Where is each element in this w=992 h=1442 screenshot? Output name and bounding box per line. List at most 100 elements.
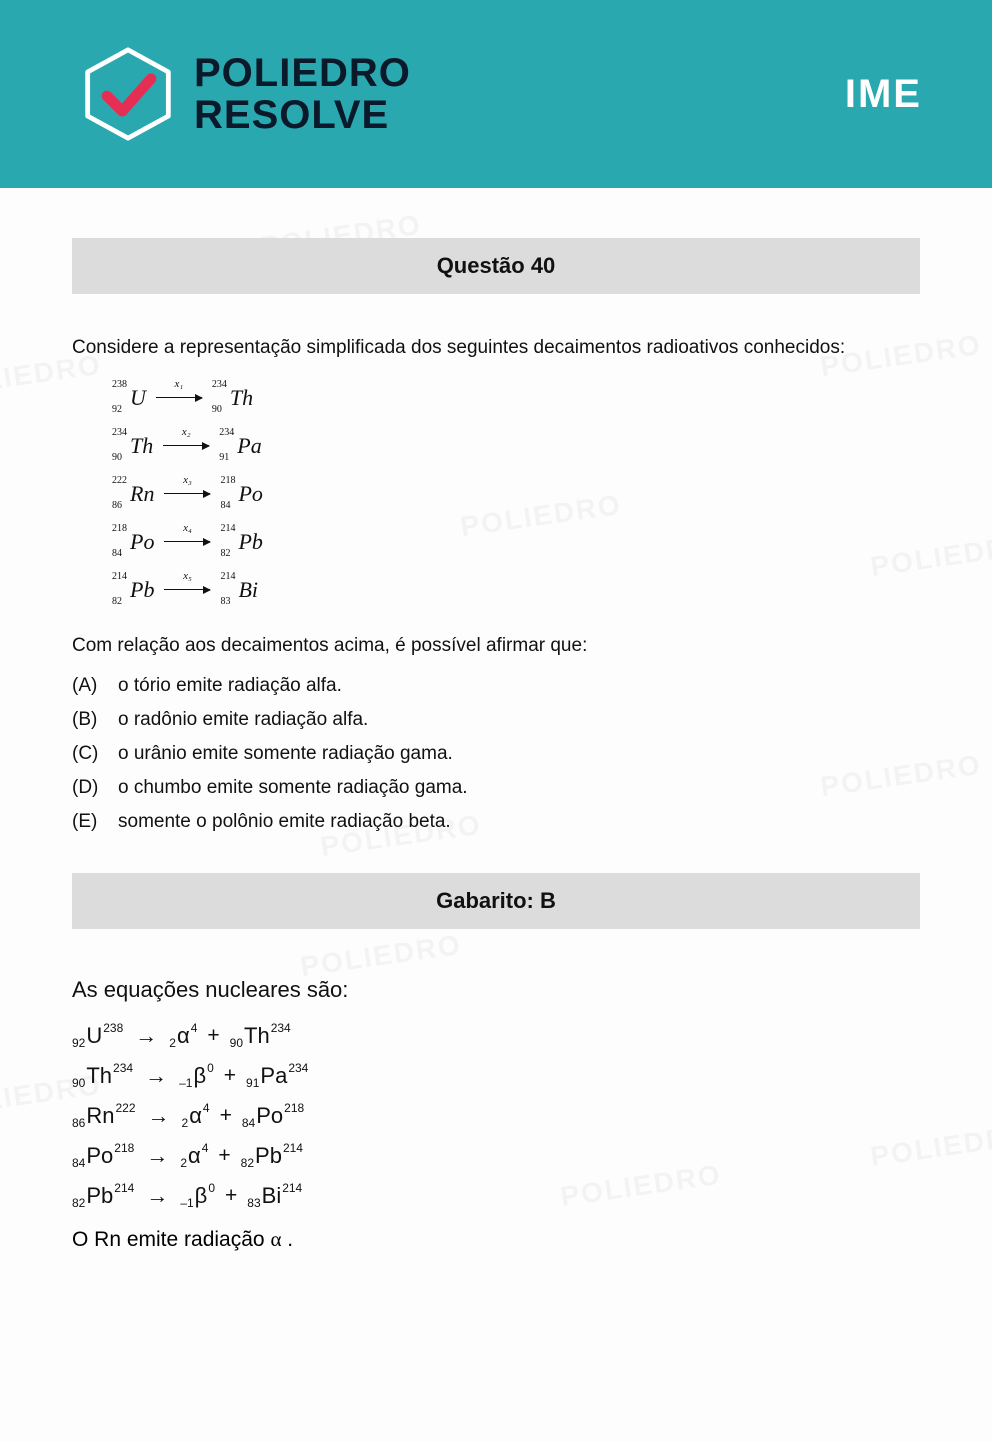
atomic-number: 92 xyxy=(112,404,122,415)
pre-sub: 84 xyxy=(72,1156,85,1170)
pre-sub: 2 xyxy=(182,1116,189,1130)
term: 84 Po 218 xyxy=(72,1143,134,1169)
term-symbol: α xyxy=(188,1143,201,1169)
equation-row: 82 Pb 214 → –1 β 0 + 83 Bi 214 xyxy=(72,1183,920,1209)
option-row: (A) o tório emite radiação alfa. xyxy=(72,675,920,697)
post-sup: 4 xyxy=(202,1141,209,1155)
plus: + xyxy=(207,1024,219,1048)
symbol: Pa xyxy=(237,433,261,458)
post-sup: 218 xyxy=(284,1101,304,1115)
arrow-icon: → xyxy=(146,1143,168,1169)
pre-sub: 2 xyxy=(180,1156,187,1170)
nuclide: 234 91 Pa xyxy=(219,433,261,459)
nuclide: 214 82 Pb xyxy=(220,529,262,555)
nuclide: 238 92 U xyxy=(112,385,146,411)
term-symbol: Po xyxy=(86,1143,113,1169)
conclusion-symbol: α xyxy=(270,1227,281,1251)
symbol: Bi xyxy=(238,577,258,602)
term-symbol: U xyxy=(86,1023,102,1049)
term: 86 Rn 222 xyxy=(72,1103,136,1129)
brand: POLIEDRO RESOLVE xyxy=(80,46,411,142)
arrow-icon: x₃ xyxy=(164,484,210,504)
post-sup: 214 xyxy=(283,1141,303,1155)
term-symbol: Po xyxy=(256,1103,283,1129)
pre-sub: 82 xyxy=(72,1196,85,1210)
question-title: Questão 40 xyxy=(437,253,556,279)
term-symbol: Pb xyxy=(86,1183,113,1209)
equation-row: 84 Po 218 → 2 α 4 + 82 Pb 214 xyxy=(72,1143,920,1169)
plus: + xyxy=(224,1064,236,1088)
arrow-label: x₃ xyxy=(164,474,210,486)
mass-number: 234 xyxy=(219,427,234,438)
atomic-number: 84 xyxy=(112,548,122,559)
post-sup: 214 xyxy=(114,1181,134,1195)
atomic-number: 90 xyxy=(112,452,122,463)
answer-title-bar: Gabarito: B xyxy=(72,873,920,929)
pre-sub: 92 xyxy=(72,1036,85,1050)
mass-number: 218 xyxy=(220,475,235,486)
pre-sub: 91 xyxy=(246,1076,259,1090)
arrow-label: x₄ xyxy=(164,522,210,534)
option-text: o radônio emite radiação alfa. xyxy=(118,709,368,731)
logo-hex-icon xyxy=(80,46,176,142)
arrow-label: x₅ xyxy=(164,570,210,582)
decay-row: 222 86 Rn x₃ 218 84 Po xyxy=(112,481,920,507)
decay-row: 218 84 Po x₄ 214 82 Pb xyxy=(112,529,920,555)
answer-title: Gabarito: B xyxy=(436,888,556,914)
atomic-number: 84 xyxy=(220,500,230,511)
mass-number: 214 xyxy=(220,523,235,534)
plus: + xyxy=(225,1184,237,1208)
brand-line2: RESOLVE xyxy=(194,94,411,136)
nuclide: 234 90 Th xyxy=(112,433,153,459)
term: 91 Pa 234 xyxy=(246,1063,308,1089)
option-letter: (E) xyxy=(72,811,102,833)
term: 2 α 4 xyxy=(180,1143,208,1169)
option-letter: (A) xyxy=(72,675,102,697)
decay-row: 238 92 U x₁ 234 90 Th xyxy=(112,385,920,411)
post-sup: 0 xyxy=(207,1061,214,1075)
term: 84 Po 218 xyxy=(242,1103,304,1129)
atomic-number: 83 xyxy=(220,596,230,607)
conclusion-suffix: . xyxy=(281,1228,293,1251)
conclusion: O Rn emite radiação α . xyxy=(72,1227,920,1252)
term: 2 α 4 xyxy=(169,1023,197,1049)
arrow-label: x₁ xyxy=(156,378,202,390)
option-text: o chumbo emite somente radiação gama. xyxy=(118,777,468,799)
atomic-number: 82 xyxy=(112,596,122,607)
term-symbol: α xyxy=(189,1103,202,1129)
exam-label: IME xyxy=(845,72,922,117)
term: 83 Bi 214 xyxy=(247,1183,302,1209)
equations-list: 92 U 238 → 2 α 4 + 90 Th 234 90 Th 234 →… xyxy=(72,1023,920,1209)
post-sup: 234 xyxy=(113,1061,133,1075)
atomic-number: 90 xyxy=(212,404,222,415)
mass-number: 218 xyxy=(112,523,127,534)
term: 82 Pb 214 xyxy=(72,1183,134,1209)
plus: + xyxy=(218,1144,230,1168)
arrow-icon: → xyxy=(146,1183,168,1209)
option-text: o urânio emite somente radiação gama. xyxy=(118,743,453,765)
symbol: U xyxy=(130,385,146,410)
arrow-icon: x₂ xyxy=(163,436,209,456)
pre-sub: 83 xyxy=(247,1196,260,1210)
arrow-icon: → xyxy=(148,1103,170,1129)
term: 2 α 4 xyxy=(182,1103,210,1129)
term-symbol: Rn xyxy=(86,1103,114,1129)
symbol: Po xyxy=(130,529,154,554)
pre-sub: 2 xyxy=(169,1036,176,1050)
pre-sub: –1 xyxy=(180,1196,193,1210)
arrow-icon: x₁ xyxy=(156,388,202,408)
post-sup: 4 xyxy=(191,1021,198,1035)
mass-number: 214 xyxy=(112,571,127,582)
decay-row: 234 90 Th x₂ 234 91 Pa xyxy=(112,433,920,459)
nuclide: 214 82 Pb xyxy=(112,577,154,603)
plus: + xyxy=(220,1104,232,1128)
term-symbol: β xyxy=(193,1063,206,1089)
nuclide: 214 83 Bi xyxy=(220,577,258,603)
symbol: Rn xyxy=(130,481,154,506)
atomic-number: 82 xyxy=(220,548,230,559)
decay-row: 214 82 Pb x₅ 214 83 Bi xyxy=(112,577,920,603)
option-row: (E) somente o polônio emite radiação bet… xyxy=(72,811,920,833)
pre-sub: –1 xyxy=(179,1076,192,1090)
arrow-icon: → xyxy=(145,1063,167,1089)
brand-line1: POLIEDRO xyxy=(194,52,411,94)
